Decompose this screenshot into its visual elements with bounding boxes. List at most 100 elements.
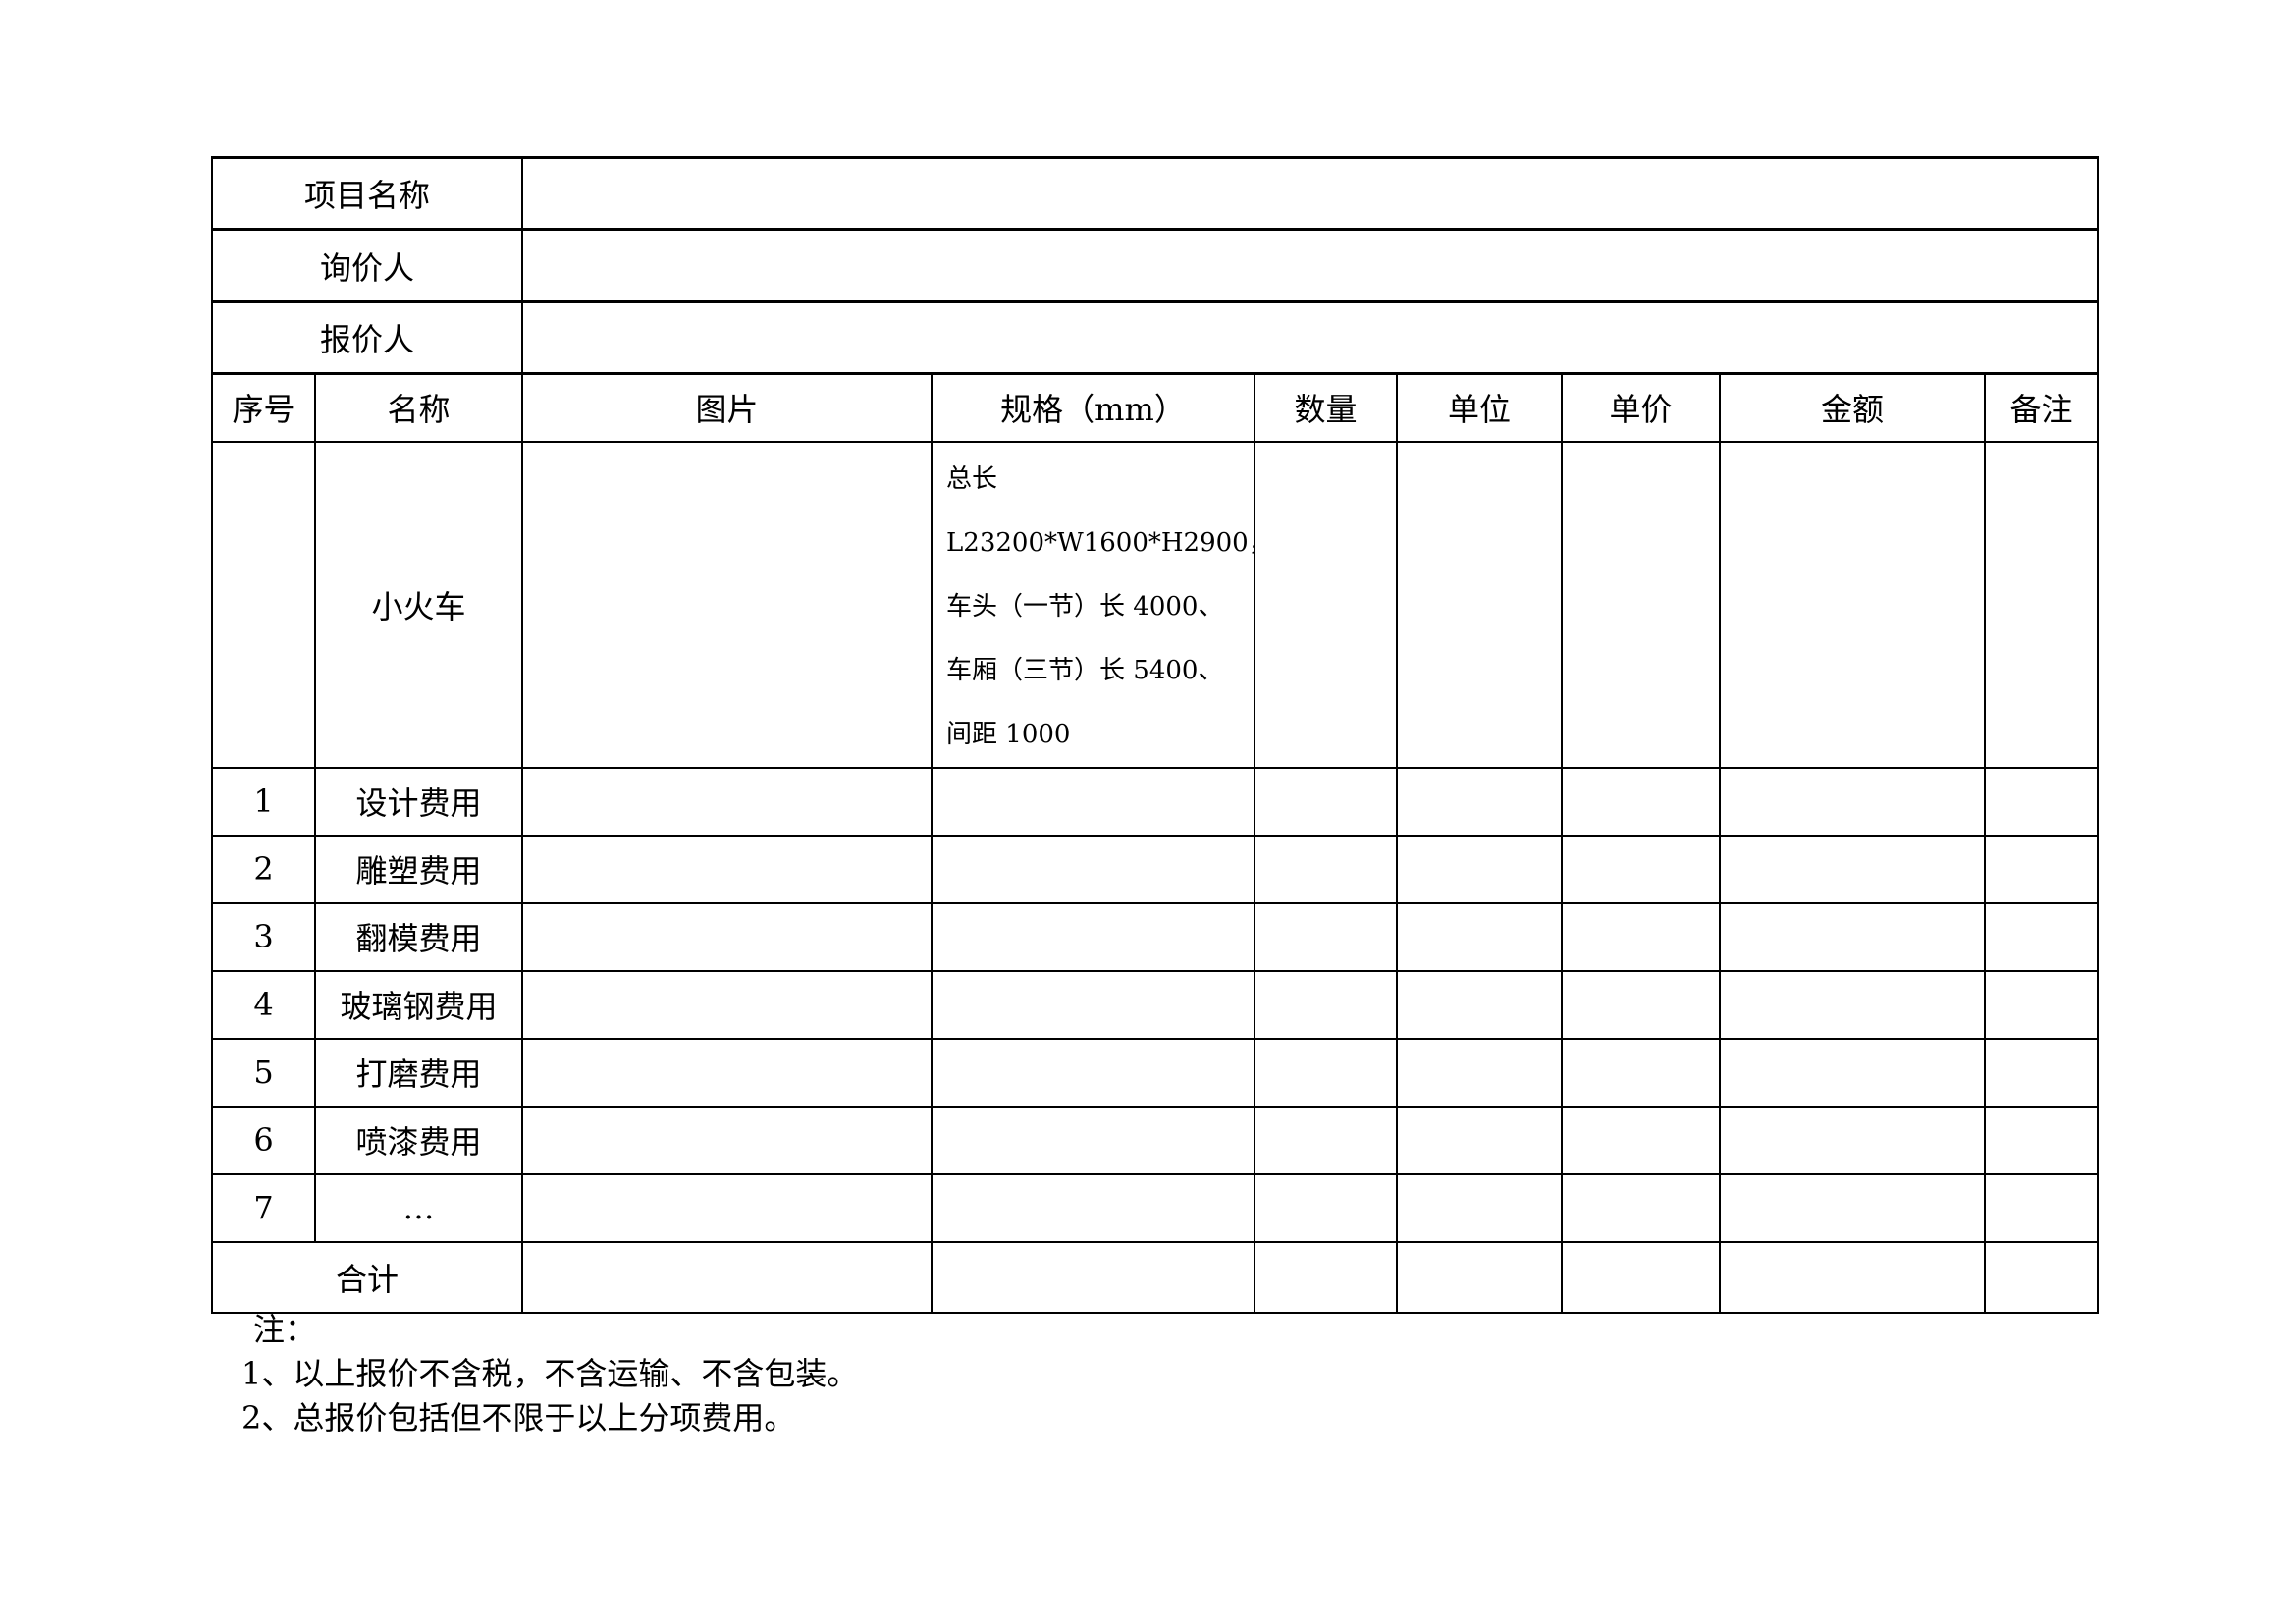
notes: 注： 1、以上报价不含税，不含运输、不含包装。 2、总报价包括但不限于以上分项费… — [241, 1308, 858, 1440]
item-cell[interactable] — [1719, 766, 1987, 837]
item-cell[interactable] — [1396, 901, 1564, 972]
header-value-field[interactable] — [521, 300, 2100, 375]
item-cell[interactable] — [931, 1105, 1256, 1175]
item-number — [211, 440, 316, 769]
item-cell[interactable] — [1719, 901, 1987, 972]
item-cell[interactable] — [1984, 969, 2100, 1040]
item-cell[interactable] — [931, 766, 1256, 837]
item-name: … — [313, 1172, 524, 1243]
total-cell[interactable] — [1719, 1240, 1987, 1314]
item-cell[interactable] — [1719, 440, 1987, 769]
item-cell[interactable] — [1719, 1105, 1987, 1175]
item-cell[interactable] — [1719, 1037, 1987, 1108]
header-label: 报价人 — [210, 300, 524, 375]
item-cell[interactable] — [1984, 1037, 2100, 1108]
column-header: 备注 — [1984, 372, 2100, 443]
table-row: 6 喷漆费用 — [211, 1105, 2100, 1175]
item-cell[interactable] — [1396, 969, 1564, 1040]
total-cell[interactable] — [1984, 1240, 2100, 1314]
item-cell[interactable] — [931, 834, 1256, 904]
item-cell[interactable] — [1396, 440, 1564, 769]
item-cell[interactable] — [931, 969, 1256, 1040]
item-cell[interactable] — [1396, 1037, 1564, 1108]
item-number: 4 — [211, 969, 316, 1040]
item-cell[interactable] — [1396, 834, 1564, 904]
item-cell[interactable] — [521, 766, 934, 837]
item-cell[interactable] — [1719, 969, 1987, 1040]
total-label: 合计 — [210, 1240, 524, 1314]
item-cell[interactable] — [1719, 1172, 1987, 1243]
quotation-table: 项目名称 询价人 报价人 序号 名称 图片 规格（mm） 数量 单位 单价 金额 备注 小火车 总长 L23… — [210, 156, 2100, 1314]
item-cell[interactable] — [931, 901, 1256, 972]
item-number: 5 — [211, 1037, 316, 1108]
item-cell[interactable] — [1396, 1172, 1564, 1243]
table-row: 1 设计费用 — [211, 766, 2100, 837]
spec-line: 间距 1000 — [946, 719, 1071, 749]
item-cell[interactable] — [1561, 1105, 1722, 1175]
column-header: 数量 — [1254, 372, 1399, 443]
item-cell[interactable] — [1984, 834, 2100, 904]
item-cell[interactable] — [1984, 766, 2100, 837]
header-label: 项目名称 — [210, 156, 524, 231]
item-cell[interactable] — [1254, 1105, 1399, 1175]
item-number: 2 — [211, 834, 316, 904]
note-2: 2、总报价包括但不限于以上分项费用。 — [241, 1399, 796, 1436]
item-cell[interactable] — [1984, 1105, 2100, 1175]
item-cell[interactable] — [521, 969, 934, 1040]
item-cell[interactable] — [1254, 834, 1399, 904]
item-cell[interactable] — [521, 834, 934, 904]
item-cell[interactable] — [1254, 1172, 1399, 1243]
item-number: 1 — [211, 766, 316, 837]
item-spec: 总长 L23200*W1600*H2900， 车头（一节）长 4000、 车厢（三节）… — [931, 440, 1256, 769]
item-cell[interactable] — [1254, 766, 1399, 837]
column-header: 序号 — [211, 372, 316, 443]
item-cell[interactable] — [521, 1172, 934, 1243]
column-header: 规格（mm） — [931, 372, 1256, 443]
item-cell[interactable] — [1984, 1172, 2100, 1243]
item-cell[interactable] — [1719, 834, 1987, 904]
item-cell[interactable] — [931, 1172, 1256, 1243]
column-header: 名称 — [313, 372, 524, 443]
item-cell[interactable] — [1984, 901, 2100, 972]
item-cell[interactable] — [1561, 1172, 1722, 1243]
column-header: 金额 — [1719, 372, 1987, 443]
spec-line: 车头（一节）长 4000、 — [946, 591, 1224, 622]
item-cell[interactable] — [1396, 766, 1564, 837]
item-cell[interactable] — [1561, 1037, 1722, 1108]
item-cell[interactable] — [1254, 969, 1399, 1040]
item-cell[interactable] — [931, 1037, 1256, 1108]
item-cell[interactable] — [1561, 440, 1722, 769]
item-cell[interactable] — [521, 1037, 934, 1108]
item-cell[interactable] — [1561, 969, 1722, 1040]
total-cell[interactable] — [1396, 1240, 1564, 1314]
item-number: 6 — [211, 1105, 316, 1175]
item-cell[interactable] — [1561, 901, 1722, 972]
note-1: 1、以上报价不含税，不含运输、不含包装。 — [241, 1355, 859, 1392]
table-row: 2 雕塑费用 — [211, 834, 2100, 904]
total-cell[interactable] — [521, 1240, 934, 1314]
item-cell[interactable] — [521, 901, 934, 972]
item-cell[interactable] — [1396, 1105, 1564, 1175]
item-cell[interactable] — [1561, 834, 1722, 904]
header-row: 项目名称 — [210, 156, 2100, 231]
item-name: 小火车 — [313, 440, 524, 769]
notes-heading: 注： — [253, 1311, 317, 1348]
table-row: 7… — [211, 1172, 2100, 1243]
header-row: 询价人 — [210, 228, 2100, 303]
item-cell[interactable] — [1254, 901, 1399, 972]
header-value-field[interactable] — [521, 228, 2100, 303]
column-header: 单价 — [1561, 372, 1722, 443]
item-cell[interactable] — [1254, 1037, 1399, 1108]
total-cell[interactable] — [1561, 1240, 1722, 1314]
item-name: 雕塑费用 — [313, 834, 524, 904]
item-name: 喷漆费用 — [313, 1105, 524, 1175]
item-image[interactable] — [521, 440, 934, 769]
item-cell[interactable] — [1561, 766, 1722, 837]
total-cell[interactable] — [931, 1240, 1256, 1314]
item-cell[interactable] — [521, 1105, 934, 1175]
table-row: 4 玻璃钢费用 — [211, 969, 2100, 1040]
header-value-field[interactable] — [521, 156, 2100, 231]
total-cell[interactable] — [1254, 1240, 1399, 1314]
item-cell[interactable] — [1984, 440, 2100, 769]
item-cell[interactable] — [1254, 440, 1399, 769]
